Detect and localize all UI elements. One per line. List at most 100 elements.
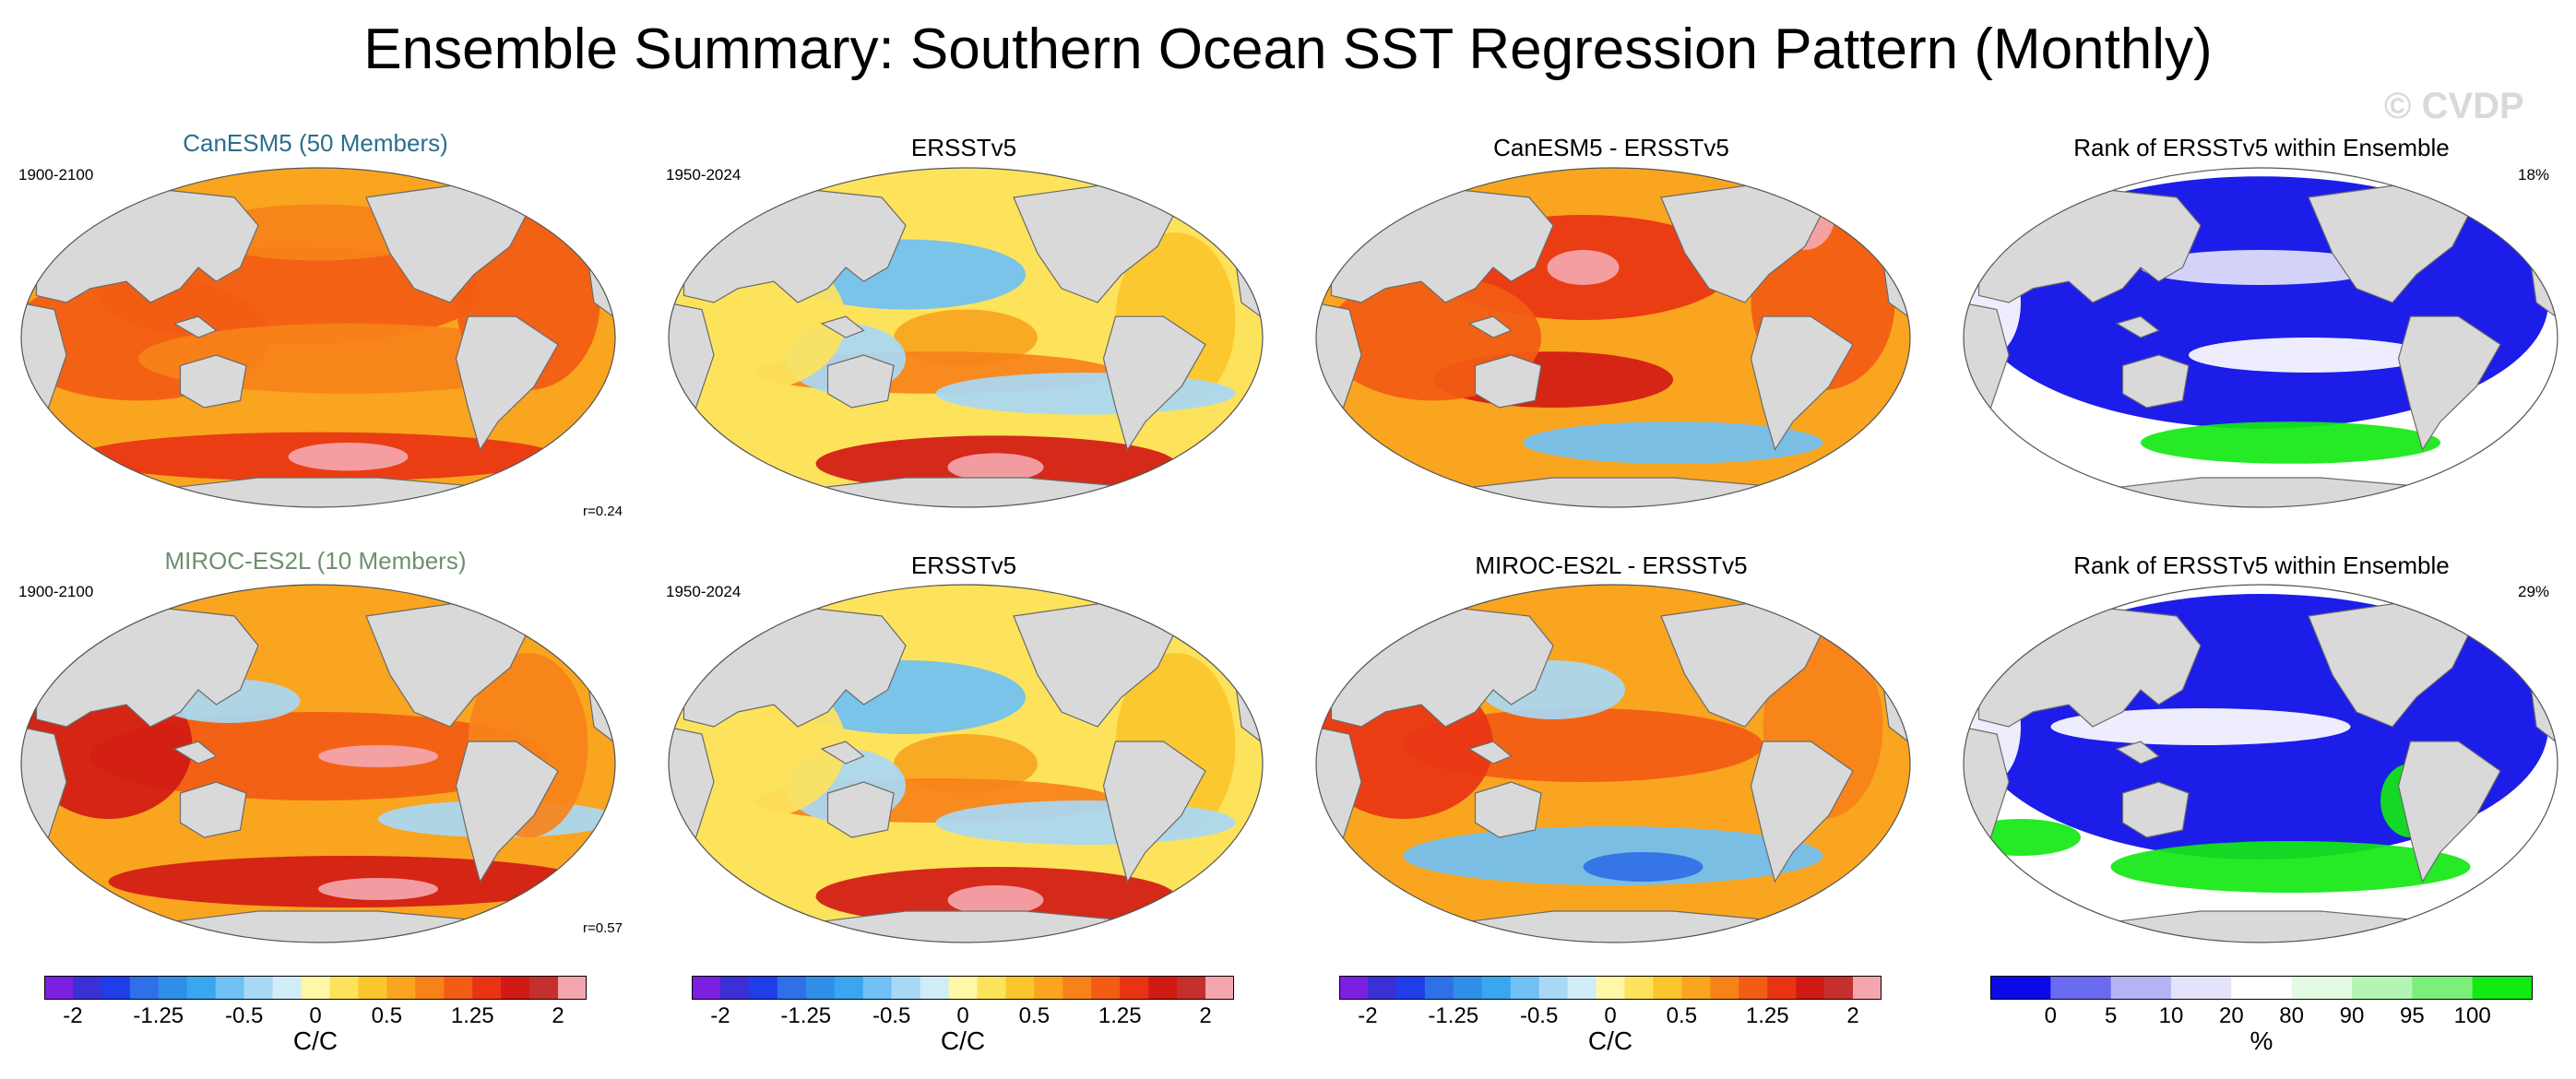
colorbar-swatch: [2352, 976, 2413, 1000]
landmass: [1474, 354, 1542, 409]
map-border: [1963, 584, 2558, 943]
colorbar-2-swatches: [692, 976, 1235, 1000]
field-anomaly: [1964, 819, 2081, 856]
landmass: [2475, 589, 2520, 624]
colorbar-swatch: [472, 976, 502, 1000]
field-anomaly: [1523, 421, 1823, 464]
colorbar-tick-label: 0.5: [371, 1003, 403, 1028]
field-anomaly: [1583, 852, 1703, 882]
colorbar-swatch: [215, 976, 245, 1000]
colorbar-swatch: [2050, 976, 2112, 1000]
colorbar-swatch: [891, 976, 921, 1000]
colorbar-tick-label: 0: [309, 1003, 322, 1028]
cvdp-watermark: © CVDP: [2384, 86, 2524, 126]
landmass: [826, 354, 895, 409]
map-field: [669, 585, 1263, 943]
panel-title-diff-2: MIROC-ES2L - ERSSTv5: [1475, 551, 1748, 579]
period-label-model-1: 1900-2100: [18, 166, 94, 184]
map-border: [668, 584, 1264, 943]
colorbar-tick-label: 95: [2399, 1003, 2425, 1028]
colorbar-swatch: [834, 976, 864, 1000]
colorbar-swatch: [1510, 976, 1540, 1000]
colorbar-swatch: [1681, 976, 1711, 1000]
colorbar-2-ticks: -2 -1.25 -0.5 0 0.5 1.25 2: [692, 1003, 1234, 1031]
landmass: [2121, 354, 2190, 409]
pattern-correlation-2: r=0.57: [583, 920, 623, 936]
colorbar-swatch: [1990, 976, 2051, 1000]
colorbar-frame: [1339, 976, 1882, 1000]
colorbar-swatch: [1624, 976, 1654, 1000]
landmass: [2397, 741, 2501, 883]
colorbar-2: -2 -1.25 -0.5 0 0.5 1.25 2 C/C: [692, 976, 1235, 1068]
field-anomaly: [1547, 250, 1620, 285]
colorbar-tick-label: 10: [2158, 1003, 2184, 1028]
colorbar-swatch: [358, 976, 387, 1000]
landmass: [1467, 741, 1513, 765]
period-label-obs-1: 1950-2024: [666, 166, 742, 184]
colorbar-swatch: [1710, 976, 1739, 1000]
landmass: [820, 741, 865, 765]
colorbar-swatch: [243, 976, 274, 1000]
map-field: [1964, 585, 2558, 943]
panel-title-rank-2: Rank of ERSSTv5 within Ensemble: [2073, 551, 2450, 579]
colorbar-swatch: [501, 976, 530, 1000]
colorbar-tick-label: -0.5: [224, 1003, 264, 1028]
period-label-model-2: 1900-2100: [18, 583, 94, 600]
field-anomaly: [947, 885, 1044, 915]
colorbar-swatch: [2231, 976, 2293, 1000]
rank-percent-2: 29%: [2518, 583, 2550, 600]
colorbar-swatch: [72, 976, 102, 1000]
colorbar-swatch: [1853, 976, 1882, 1000]
colorbar-swatch: [948, 976, 978, 1000]
panel-title-model-1: CanESM5 (50 Members): [183, 129, 448, 157]
colorbar-swatch: [444, 976, 473, 1000]
colorbar-tick-label: -2: [63, 1003, 83, 1028]
period-label-obs-2: 1950-2024: [666, 583, 742, 600]
colorbar-3-swatches: [1339, 976, 1882, 1000]
field-anomaly: [2141, 421, 2440, 464]
landmass: [1467, 315, 1513, 338]
map-model-2: [20, 584, 616, 943]
colorbar-4: 0 5 10 20 80 90 95 100 %: [1990, 976, 2534, 1068]
colorbar-1-ticks: -2 -1.25 -0.5 0 0.5 1.25 2: [44, 1003, 587, 1031]
colorbar-swatch: [1120, 976, 1149, 1000]
landmass: [2397, 315, 2501, 452]
colorbar-swatch: [529, 976, 559, 1000]
map-diff-1: [1315, 167, 1911, 508]
map-obs-2: [668, 584, 1264, 943]
landmass: [2121, 781, 2190, 838]
colorbar-swatch: [129, 976, 160, 1000]
landmass: [179, 354, 247, 409]
field-anomaly: [2050, 708, 2351, 745]
colorbar-4-unit: %: [2250, 1026, 2273, 1055]
field-anomaly: [935, 800, 1236, 845]
colorbar-tick-label: 2: [552, 1003, 564, 1028]
colorbar-swatch: [186, 976, 217, 1000]
colorbar-swatch: [2472, 976, 2534, 1000]
colorbar-tick-label: 0: [956, 1003, 969, 1028]
map-field: [1964, 168, 2558, 507]
colorbar-tick-label: 5: [2104, 1003, 2118, 1028]
landmass: [1102, 315, 1206, 452]
map-field: [21, 585, 615, 943]
field-anomaly: [318, 878, 438, 900]
colorbar-4-ticks: 0 5 10 20 80 90 95 100: [1990, 1003, 2533, 1031]
landmass: [172, 315, 218, 338]
map-obs-1: [668, 167, 1264, 508]
map-field: [1316, 585, 1910, 943]
colorbar-tick-label: 20: [2218, 1003, 2244, 1028]
colorbar-tick-label: 0.5: [1666, 1003, 1698, 1028]
colorbar-tick-label: 80: [2279, 1003, 2305, 1028]
colorbar-swatch: [1567, 976, 1597, 1000]
colorbar-swatch: [329, 976, 359, 1000]
landmass: [820, 315, 865, 338]
colorbar-swatch: [1538, 976, 1569, 1000]
colorbar-3-ticks: -2 -1.25 -0.5 0 0.5 1.25 2: [1339, 1003, 1882, 1031]
colorbar-tick-label: -0.5: [1519, 1003, 1559, 1028]
colorbar-frame: [692, 976, 1234, 1000]
colorbar-swatch: [1481, 976, 1512, 1000]
colorbar-swatch: [805, 976, 836, 1000]
field-anomaly: [318, 745, 438, 767]
colorbar-swatch: [1796, 976, 1825, 1000]
colorbar-swatch: [1767, 976, 1797, 1000]
